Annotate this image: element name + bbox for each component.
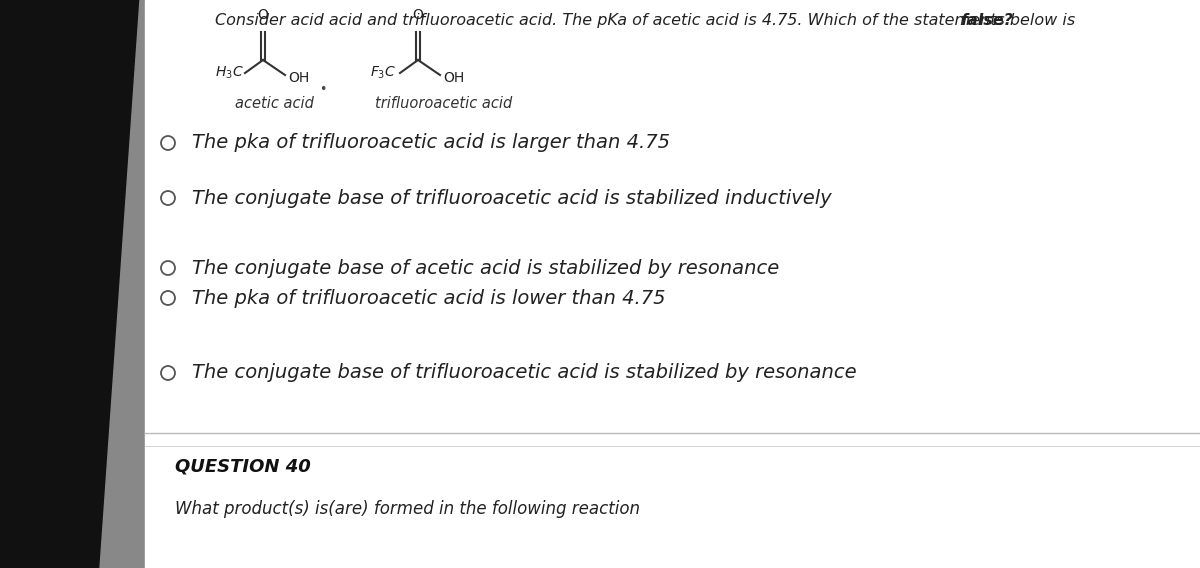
Text: The pka of trifluoroacetic acid is lower than 4.75: The pka of trifluoroacetic acid is lower… xyxy=(192,289,666,307)
Text: acetic acid: acetic acid xyxy=(235,96,314,111)
Text: OH: OH xyxy=(443,71,464,85)
Text: OH: OH xyxy=(288,71,310,85)
Text: What product(s) is(are) formed in the following reaction: What product(s) is(are) formed in the fo… xyxy=(175,500,640,518)
Text: trifluoroacetic acid: trifluoroacetic acid xyxy=(374,96,512,111)
Text: The conjugate base of trifluoroacetic acid is stabilized inductively: The conjugate base of trifluoroacetic ac… xyxy=(192,189,832,207)
Text: O: O xyxy=(413,8,424,22)
Text: •: • xyxy=(319,83,326,97)
Bar xyxy=(145,0,1200,568)
Text: The pka of trifluoroacetic acid is larger than 4.75: The pka of trifluoroacetic acid is large… xyxy=(192,133,670,152)
Text: $H_3C$: $H_3C$ xyxy=(215,65,244,81)
Polygon shape xyxy=(100,0,185,568)
Polygon shape xyxy=(0,0,140,568)
Text: The conjugate base of acetic acid is stabilized by resonance: The conjugate base of acetic acid is sta… xyxy=(192,258,779,278)
Text: O: O xyxy=(258,8,269,22)
Text: $F_3C$: $F_3C$ xyxy=(370,65,396,81)
Text: Consider acid acid and trifluoroacetic acid. The pKa of acetic acid is 4.75. Whi: Consider acid acid and trifluoroacetic a… xyxy=(215,13,1080,28)
Text: false?: false? xyxy=(960,13,1013,28)
Text: QUESTION 40: QUESTION 40 xyxy=(175,458,311,476)
Text: The conjugate base of trifluoroacetic acid is stabilized by resonance: The conjugate base of trifluoroacetic ac… xyxy=(192,364,857,382)
